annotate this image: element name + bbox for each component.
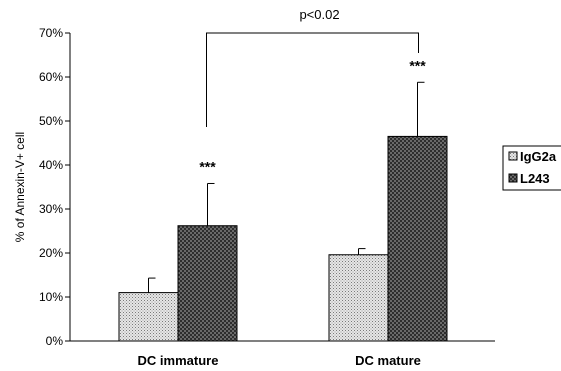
legend-label-igg2a: IgG2a	[520, 149, 557, 164]
bar-igg2a-dc-immature	[118, 292, 179, 342]
significance-stars: ***	[199, 158, 216, 174]
y-ticks: 0% 10% 20% 30% 40% 50% 60% 70%	[39, 26, 70, 348]
annotations: *** ***	[199, 57, 426, 174]
error-bars-layer	[148, 81, 425, 293]
y-axis: 0% 10% 20% 30% 40% 50% 60% 70%	[39, 26, 71, 348]
significance-bracket: p<0.02	[206, 7, 419, 127]
bar-igg2a-dc-mature	[328, 254, 389, 342]
y-tick-label: 30%	[39, 202, 63, 216]
bar-l243-dc-mature	[387, 135, 448, 342]
legend-swatch-l243	[508, 173, 518, 183]
y-tick-label: 40%	[39, 158, 63, 172]
x-category-label: DC immature	[138, 353, 219, 368]
y-tick-label: 0%	[46, 334, 64, 348]
y-tick-label: 70%	[39, 26, 63, 40]
y-tick-label: 60%	[39, 70, 63, 84]
bar-l243-dc-immature	[177, 225, 238, 342]
legend: IgG2a L243	[502, 145, 561, 191]
bars-layer	[118, 135, 448, 342]
bracket-line	[206, 32, 419, 127]
p-value-label: p<0.02	[299, 7, 339, 22]
x-labels: DC immature DC mature	[138, 353, 421, 368]
legend-label-l243: L243	[520, 171, 550, 186]
legend-swatch-igg2a	[508, 151, 518, 161]
y-axis-label: % of Annexin-V+ cell	[13, 132, 27, 242]
significance-stars: ***	[409, 57, 426, 73]
x-category-label: DC mature	[355, 353, 421, 368]
y-tick-label: 50%	[39, 114, 63, 128]
y-tick-label: 10%	[39, 290, 63, 304]
y-tick-label: 20%	[39, 246, 63, 260]
